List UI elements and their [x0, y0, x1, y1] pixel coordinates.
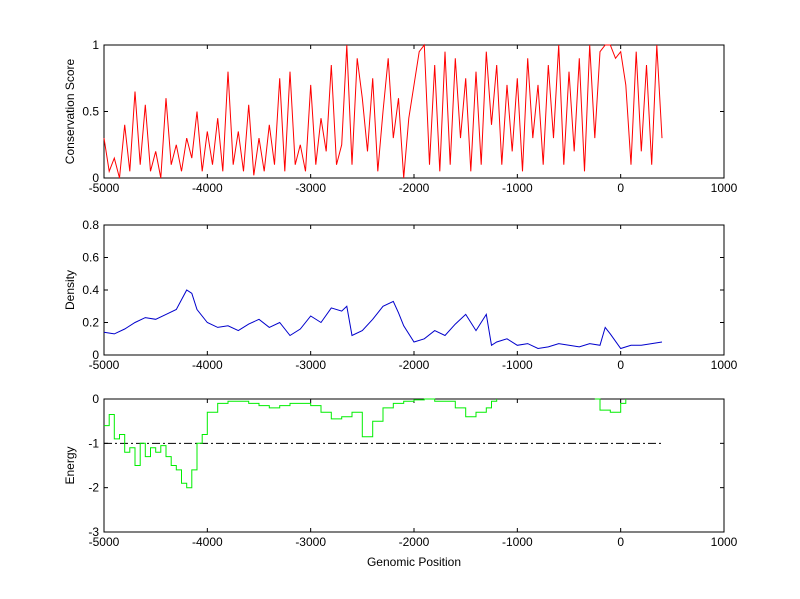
- x-tick-label: -4000: [192, 181, 223, 195]
- y-tick-label: -3: [88, 525, 99, 539]
- y-axis-label: Conservation Score: [63, 58, 77, 164]
- series-line-1: [103, 289, 663, 350]
- y-tick-label: 0.8: [82, 218, 99, 232]
- x-tick-label: -3000: [295, 181, 326, 195]
- y-tick-label: 0: [92, 171, 99, 185]
- subplot-2: -5000 -4000 -3000 -2000 -1000 0 1000 0 0.2 0.4 0.6…: [63, 218, 738, 372]
- y-tick-label: 0.4: [82, 283, 99, 297]
- series-line-2: [594, 398, 627, 413]
- y-tick-label: 0.6: [82, 251, 99, 265]
- x-tick-label: -4000: [192, 535, 223, 549]
- x-tick-label: -5000: [89, 181, 120, 195]
- x-tick-label: -3000: [295, 358, 326, 372]
- x-tick-label: -5000: [89, 358, 120, 372]
- y-tick-label: 1: [92, 38, 99, 52]
- x-tick-label: -2000: [399, 181, 430, 195]
- y-axis-label: Density: [63, 270, 77, 310]
- x-tick-label: 1000: [711, 535, 738, 549]
- x-tick-label: -1000: [502, 358, 533, 372]
- y-tick-label: 0.2: [82, 316, 99, 330]
- axes-frame: [103, 224, 725, 356]
- series-line-1: [104, 398, 498, 489]
- x-tick-label: 0: [617, 181, 624, 195]
- axes-frame: [103, 44, 725, 179]
- y-tick-label: 0: [92, 392, 99, 406]
- y-tick-label: -2: [88, 481, 99, 495]
- y-tick-label: 0: [92, 348, 99, 362]
- x-tick-label: -2000: [399, 535, 430, 549]
- x-axis-label: Genomic Position: [367, 555, 461, 569]
- x-tick-label: -3000: [295, 535, 326, 549]
- x-tick-label: -1000: [502, 181, 533, 195]
- x-tick-label: -5000: [89, 535, 120, 549]
- x-tick-label: -4000: [192, 358, 223, 372]
- y-tick-label: 0.5: [82, 105, 99, 119]
- y-axis-label: Energy: [63, 446, 77, 484]
- x-tick-label: 1000: [711, 358, 738, 372]
- subplot-3: -5000 -4000 -3000 -2000 -1000 0 1000 -3 -2 -1 0 Ene…: [63, 392, 738, 569]
- subplot-1: -5000 -4000 -3000 -2000 -1000 0 1000 0 0.5 1 Conse…: [63, 38, 738, 195]
- x-tick-label: -2000: [399, 358, 430, 372]
- series-line-1: [103, 43, 663, 179]
- y-tick-label: -1: [88, 436, 99, 450]
- x-tick-label: -1000: [502, 535, 533, 549]
- x-tick-label: 0: [617, 358, 624, 372]
- x-tick-label: 1000: [711, 181, 738, 195]
- x-tick-label: 0: [617, 535, 624, 549]
